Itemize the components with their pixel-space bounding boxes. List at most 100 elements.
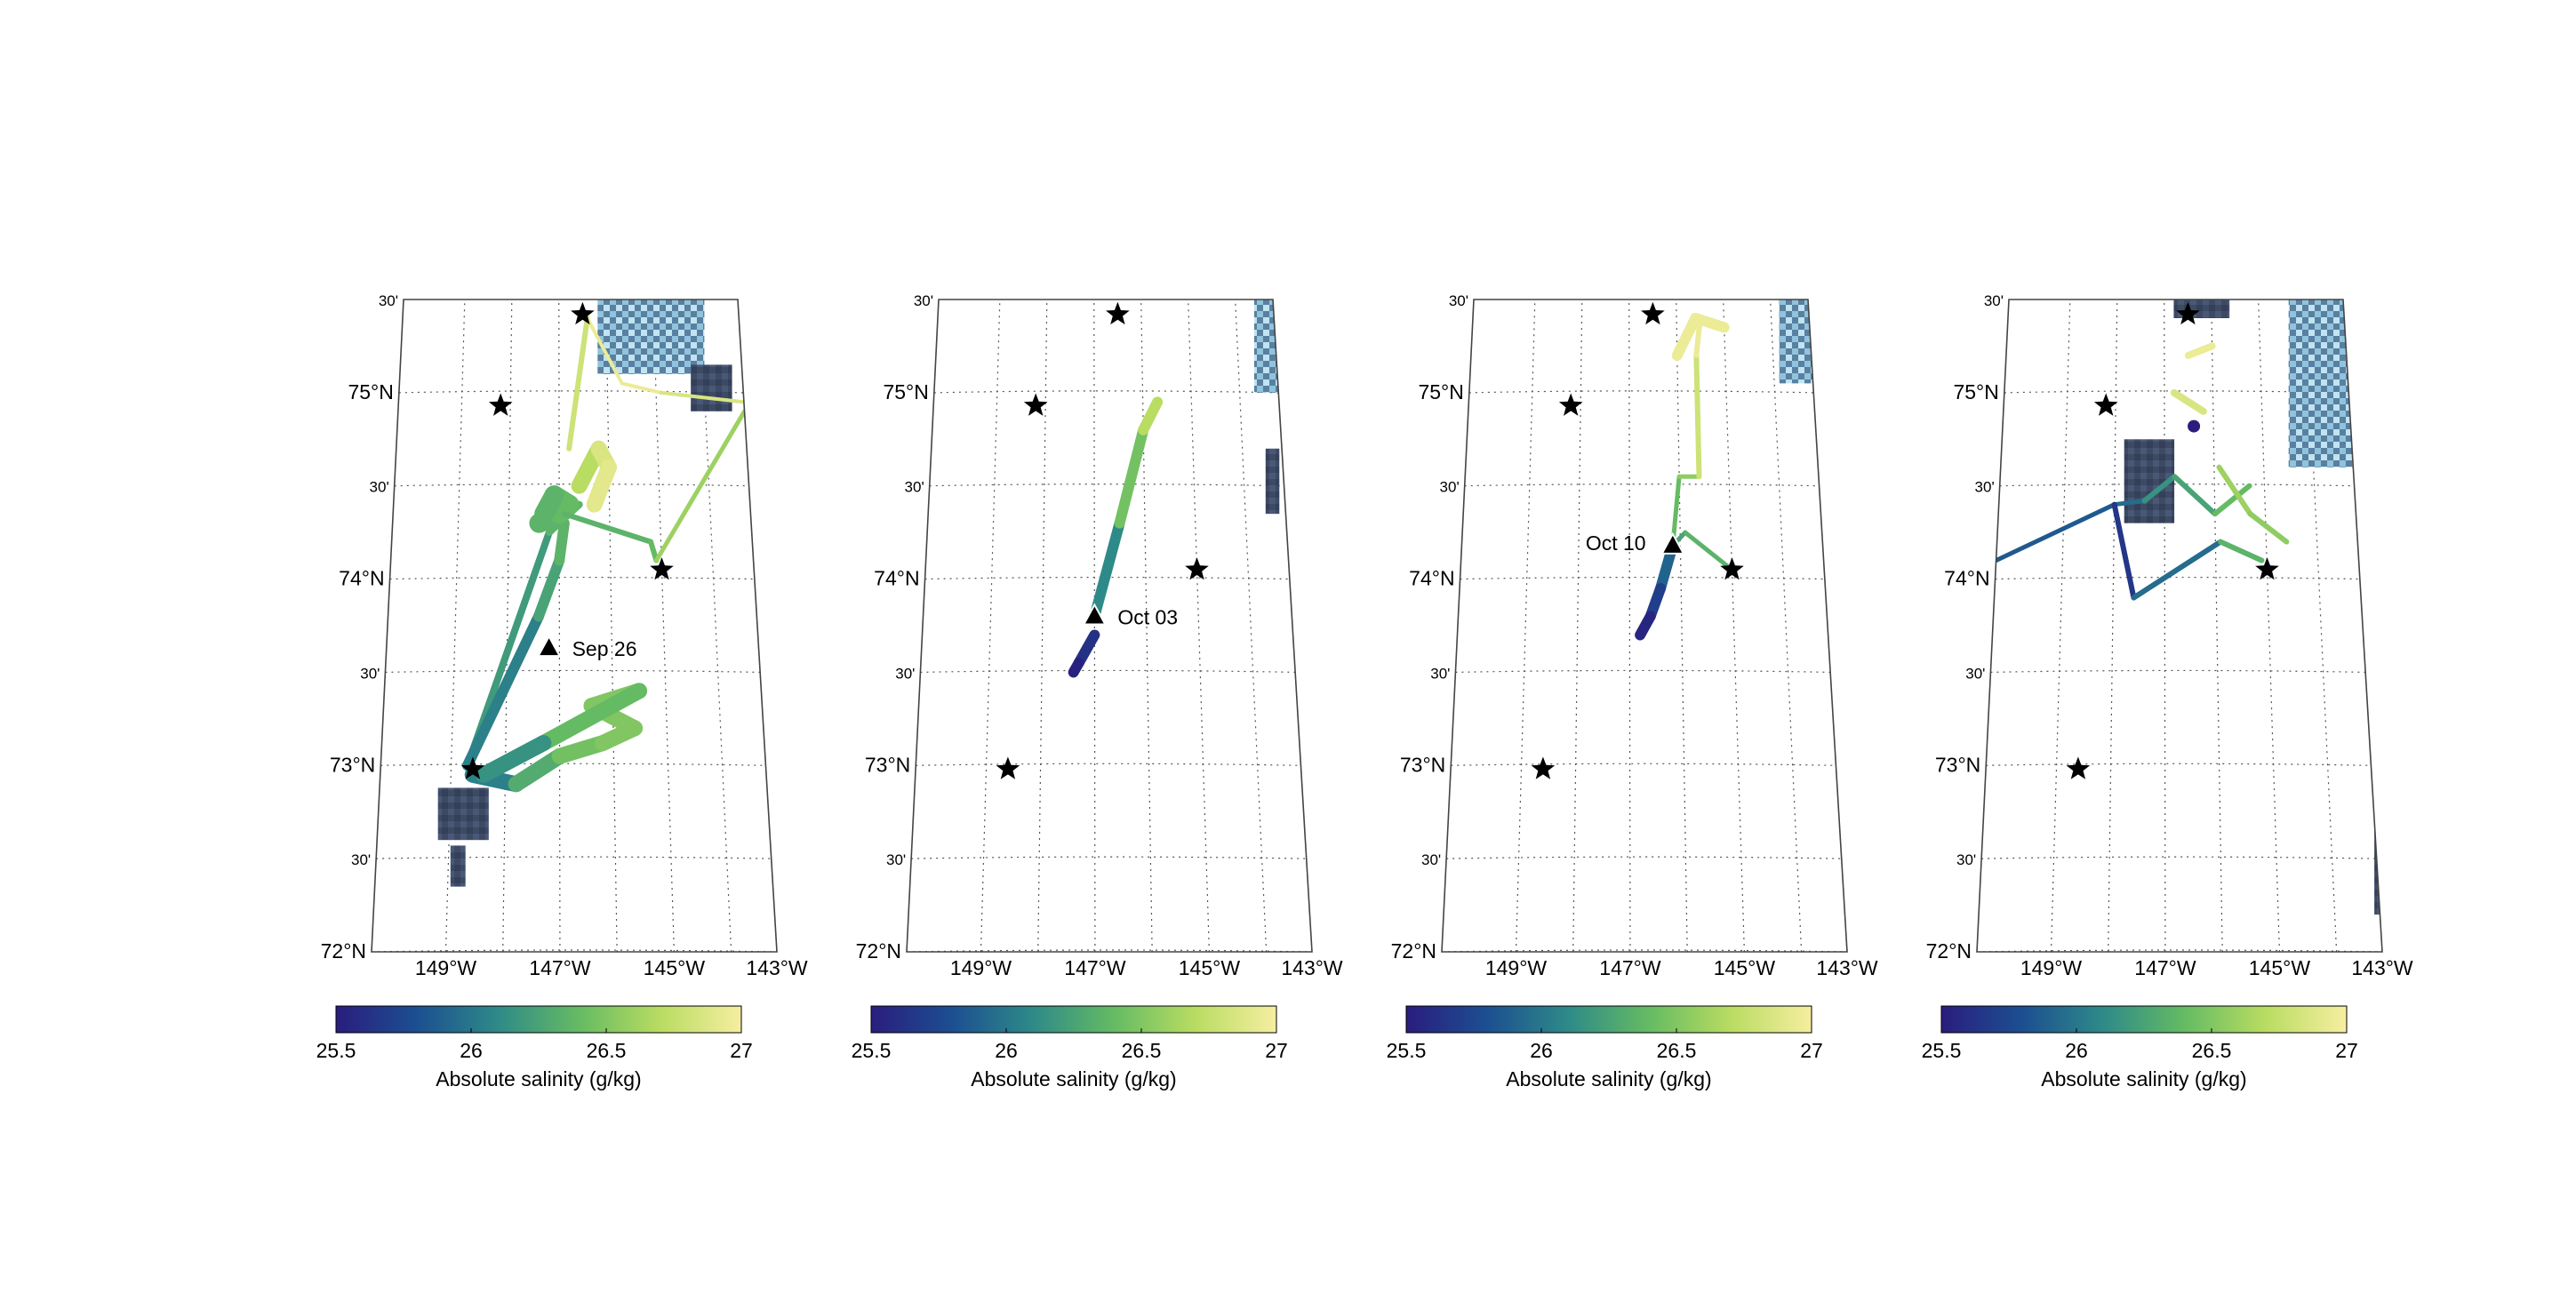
colorbar-tick-label: 25.5	[1922, 1039, 1962, 1062]
float-track-segment	[586, 459, 617, 513]
float-track-segment	[2131, 539, 2224, 601]
colorbar-tick-label: 25.5	[1387, 1039, 1427, 1062]
float-track-segment	[1073, 629, 1100, 668]
longitude-label: 147°W	[1064, 956, 1126, 979]
float-track-segment	[585, 316, 624, 386]
colorbar-tick-label: 27	[2335, 1039, 2358, 1062]
latitude-gridline	[1999, 483, 2355, 487]
colorbar	[1940, 1005, 2348, 1034]
latitude-label: 30'	[1449, 292, 1468, 309]
float-track-segment	[1635, 611, 1656, 641]
latitude-label: 30'	[886, 851, 906, 868]
latitude-label: 75°N	[883, 380, 928, 403]
date-label: Oct 10	[1586, 531, 1646, 555]
station-star-icon	[460, 756, 485, 779]
sea-ice-patch	[1265, 448, 1280, 515]
latitude-label: 30'	[1440, 479, 1460, 496]
latitude-gridline	[1446, 856, 1842, 859]
latitude-gridline	[911, 856, 1307, 859]
latitude-gridline	[1981, 856, 2377, 859]
station-star-icon	[650, 557, 674, 580]
float-track-segment	[535, 683, 648, 752]
longitude-label: 143°W	[746, 956, 808, 979]
float-track-segment	[1089, 517, 1125, 622]
latitude-label: 30'	[360, 665, 380, 682]
longitude-label: 143°W	[2351, 956, 2413, 979]
deployment-triangle-icon	[536, 635, 562, 658]
longitude-label: 143°W	[1816, 956, 1878, 979]
longitude-gridline	[1572, 300, 1583, 952]
latitude-label: 30'	[1430, 665, 1450, 682]
latitude-label: 74°N	[874, 567, 919, 590]
sea-ice-patch	[1254, 300, 1287, 393]
longitude-label: 145°W	[1179, 956, 1241, 979]
station-star-icon	[488, 393, 513, 416]
map-frame	[1441, 299, 1848, 953]
float-track-segment	[659, 390, 746, 404]
longitude-gridline	[605, 300, 618, 952]
float-track-segment	[2216, 464, 2253, 517]
latitude-gridline	[920, 669, 1296, 674]
colorbar	[1405, 1005, 1812, 1034]
latitude-label: 75°N	[1418, 380, 1463, 403]
float-track-segment	[566, 315, 590, 451]
longitude-label: 147°W	[2134, 956, 2196, 979]
latitude-label: 73°N	[330, 753, 375, 776]
float-track-segment	[475, 735, 552, 783]
float-track-segment	[2170, 388, 2207, 415]
float-track-segment	[2112, 498, 2148, 507]
colorbar-tick-label: 25.5	[316, 1039, 356, 1062]
sea-ice-patch	[691, 364, 732, 411]
float-track-segment	[2141, 474, 2178, 504]
map-panel-2: Oct 03 72°N 30' 73°N 30' 74°N 30' 75°N 30' 149°W 1…	[852, 292, 1343, 1090]
colorbar-tick-label: 27	[730, 1039, 753, 1062]
latitude-label: 72°N	[321, 939, 366, 963]
latitude-gridline	[389, 576, 755, 580]
float-track-segment	[2212, 483, 2252, 517]
longitude-gridline	[652, 300, 675, 952]
latitude-label: 72°N	[1391, 939, 1436, 963]
longitude-gridline	[1235, 300, 1268, 952]
float-track-segment	[2247, 511, 2290, 545]
map-panels: Sep 26 72°N 30' 73°N 30' 74°N 30' 75°N 30' 149°W 1…	[316, 292, 2413, 1090]
longitude-label: 145°W	[1714, 956, 1776, 979]
longitude-gridline	[2211, 300, 2223, 952]
float-track-segment	[532, 555, 565, 622]
map-panel-3: Oct 10 72°N 30' 73°N 30' 74°N 30' 75°N 30' 149°W 1…	[1387, 292, 1878, 1090]
date-label: Sep 26	[572, 637, 637, 660]
float-track-segment	[1690, 312, 1730, 333]
map-frame	[1976, 299, 2383, 953]
map-area	[372, 300, 777, 952]
sea-ice-patch	[597, 300, 705, 374]
station-star-icon	[1023, 393, 1048, 416]
station-star-icon	[571, 301, 595, 325]
longitude-gridline	[558, 300, 561, 952]
latitude-label: 30'	[370, 479, 389, 496]
colorbar-tick-label: 25.5	[852, 1039, 892, 1062]
latitude-gridline	[1468, 390, 1814, 394]
deployment-triangle-icon	[1082, 603, 1108, 626]
latitude-gridline	[1990, 669, 2366, 674]
latitude-gridline	[1977, 949, 2382, 952]
latitude-label: 30'	[895, 665, 915, 682]
latitude-gridline	[372, 949, 777, 952]
longitude-label: 149°W	[1485, 956, 1548, 979]
station-star-icon	[2176, 301, 2200, 325]
latitude-label: 75°N	[348, 380, 393, 403]
longitude-gridline	[1037, 300, 1048, 952]
colorbar-tick-label: 27	[1800, 1039, 1823, 1062]
float-track-segment	[461, 611, 544, 771]
float-track-segment	[1683, 530, 1735, 572]
latitude-label: 30'	[1421, 851, 1441, 868]
longitude-gridline	[2050, 300, 2071, 952]
date-label: Oct 03	[1117, 606, 1178, 629]
longitude-label: 149°W	[2020, 956, 2083, 979]
colorbar-label: Absolute salinity (g/kg)	[1506, 1067, 1711, 1090]
colorbar	[335, 1005, 742, 1034]
longitude-gridline	[980, 300, 1001, 952]
latitude-gridline	[1460, 576, 1825, 580]
colorbar-tick-label: 26.5	[1657, 1039, 1697, 1062]
colorbar-label: Absolute salinity (g/kg)	[436, 1067, 641, 1090]
sea-ice-patch	[2288, 300, 2354, 467]
float-track-segment	[620, 381, 663, 395]
